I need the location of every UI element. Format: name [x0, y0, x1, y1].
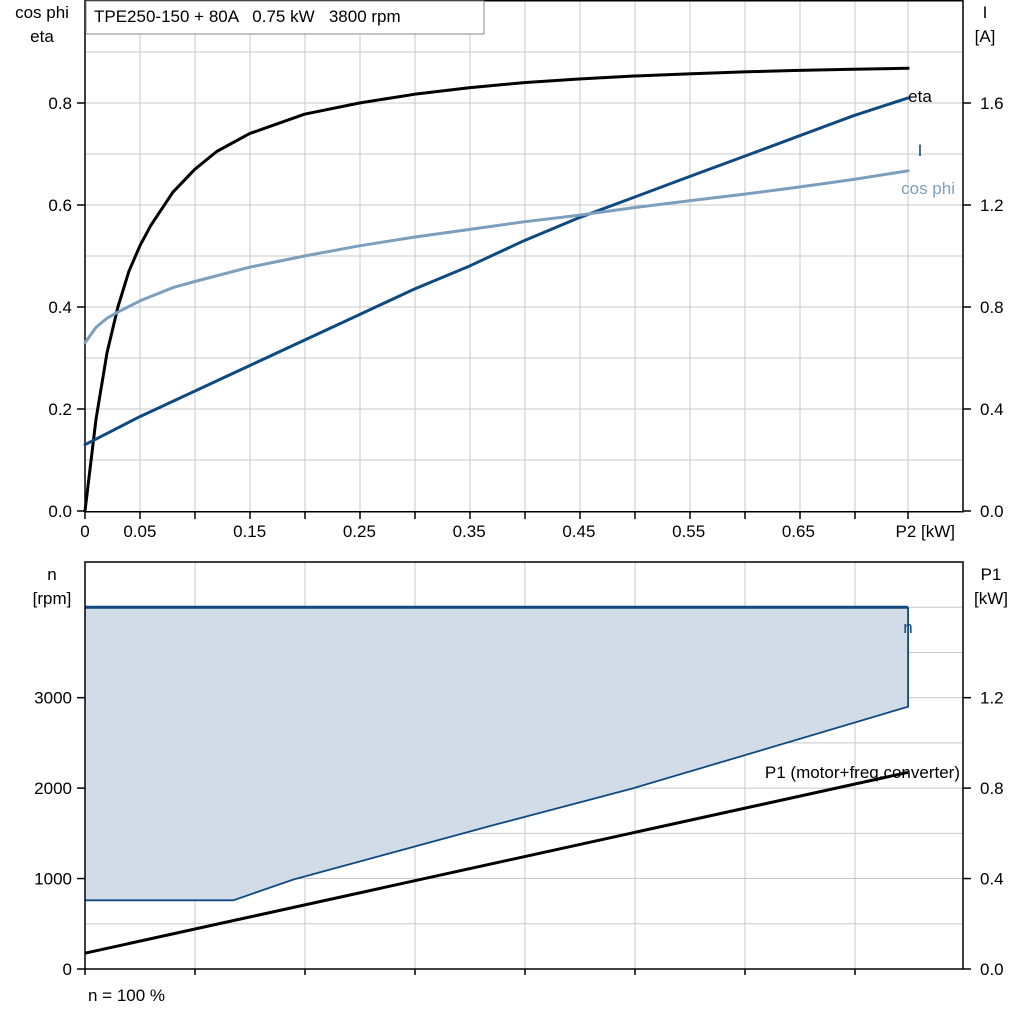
upper-axis-ticks [77, 102, 971, 519]
upper-x-tick-label: 0.45 [562, 522, 595, 541]
upper-right-axis-title-line2: [A] [975, 27, 996, 46]
upper-grid [84, 0, 963, 511]
upper-x-tick-label: 0.65 [782, 522, 815, 541]
upper-left-tick-label: 0.2 [48, 400, 72, 419]
title-box [85, 0, 485, 35]
speed-percentage-note: n = 100 % [88, 986, 165, 1005]
lower-left-tick-label: 2000 [34, 779, 72, 798]
speed-series-label: n [903, 618, 912, 637]
upper-right-tick-label: 0.4 [980, 400, 1004, 419]
lower-right-tick-label: 0.8 [980, 779, 1004, 798]
upper-x-tick-label: 0.55 [672, 522, 705, 541]
upper-x-tick-label: 0.25 [343, 522, 376, 541]
upper-tick-labels: 0.0 0.2 0.4 0.6 0.8 0.0 0.4 0.8 1.2 1.6 0 0.05 0.15 0… [48, 94, 1003, 541]
lower-right-tick-label: 0.4 [980, 870, 1004, 889]
lower-right-tick-label: 1.2 [980, 689, 1004, 708]
upper-left-tick-label: 0.4 [48, 298, 72, 317]
lower-right-axis-title-line2: [kW] [974, 589, 1008, 608]
p1-series-line [84, 770, 909, 955]
upper-right-tick-label: 0.0 [980, 502, 1004, 521]
upper-x-tick-label: 0.05 [123, 522, 156, 541]
upper-series-group [83, 66, 910, 513]
upper-x-tick-label: 0.15 [233, 522, 266, 541]
upper-left-axis-title-line2: eta [30, 27, 54, 46]
i-series-line [83, 96, 910, 447]
lower-plot-frame [84, 561, 964, 970]
eta-series-line [83, 66, 910, 513]
lower-left-axis-title-line1: n [47, 565, 56, 584]
upper-left-tick-label: 0.8 [48, 94, 72, 113]
upper-left-axis-title-line1: cos phi [15, 3, 69, 22]
p1-series-label: P1 (motor+freq.converter) [765, 763, 960, 782]
upper-x-tick-label: 0 [80, 522, 89, 541]
upper-left-tick-label: 0.0 [48, 502, 72, 521]
lower-tick-labels: 0 1000 2000 3000 0.0 0.4 0.8 1.2 [34, 689, 1003, 979]
upper-plot-frame [84, 0, 964, 513]
chart-title: TPE250-150 + 80A 0.75 kW 3800 rpm [94, 7, 401, 26]
operating-range-area [85, 607, 909, 901]
lower-right-tick-label: 0.0 [980, 960, 1004, 979]
upper-right-tick-label: 1.2 [980, 196, 1004, 215]
lower-left-axis-title-line2: [rpm] [33, 589, 72, 608]
lower-left-tick-label: 0 [63, 960, 72, 979]
lower-left-tick-label: 1000 [34, 870, 72, 889]
upper-right-tick-label: 0.8 [980, 298, 1004, 317]
cosphi-series-label: cos phi [901, 179, 955, 198]
upper-x-axis-unit-label: P2 [kW] [895, 522, 955, 541]
current-series-label: I [918, 141, 923, 160]
cos-phi-series-line [83, 169, 910, 345]
lower-left-tick-label: 3000 [34, 689, 72, 708]
upper-left-tick-label: 0.6 [48, 196, 72, 215]
upper-right-tick-label: 1.6 [980, 94, 1004, 113]
lower-axis-ticks [77, 696, 971, 975]
upper-panel: 0.0 0.2 0.4 0.6 0.8 0.0 0.4 0.8 1.2 1.6 0 0.05 0.15 0… [15, 0, 1004, 541]
lower-panel: 0 1000 2000 3000 0.0 0.4 0.8 1.2 n [rpm] P1 [kW… [33, 561, 1008, 1005]
lower-series-group [84, 605, 909, 955]
upper-x-tick-label: 0.35 [453, 522, 486, 541]
lower-right-axis-title-line1: P1 [981, 565, 1002, 584]
min-speed-boundary-line [85, 607, 909, 902]
upper-right-axis-title-line1: I [983, 3, 988, 22]
eta-series-label: eta [908, 87, 932, 106]
